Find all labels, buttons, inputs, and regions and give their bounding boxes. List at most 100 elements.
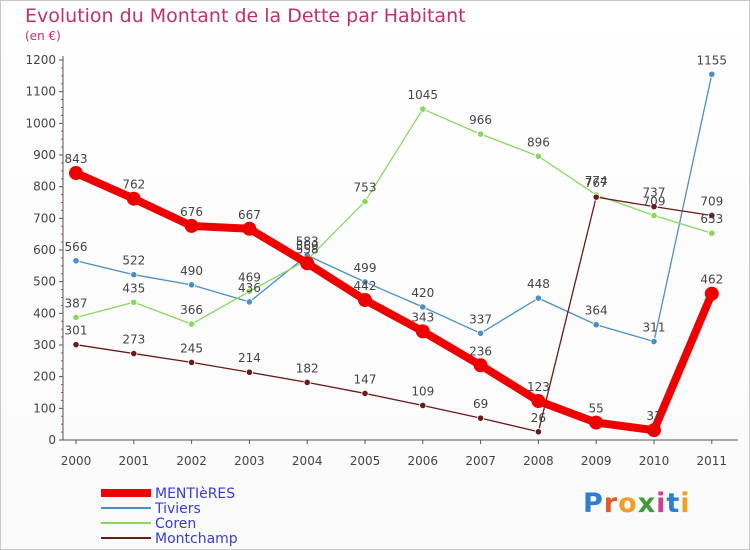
x-tick-label: 2007: [465, 454, 496, 468]
data-point: [589, 415, 604, 430]
data-point: [476, 130, 485, 138]
data-label: 762: [122, 178, 145, 192]
data-point: [72, 257, 80, 265]
data-point: [650, 211, 658, 220]
data-label: 55: [589, 402, 604, 416]
data-point: [708, 70, 716, 78]
data-label: 966: [469, 113, 492, 127]
y-tick-label: 700: [33, 211, 56, 225]
y-tick-label: 200: [33, 370, 56, 384]
x-tick-label: 2000: [61, 454, 92, 468]
x-tick-label: 2008: [523, 454, 554, 468]
data-label: 558: [296, 242, 319, 256]
data-point: [534, 152, 543, 160]
x-tick-label: 2001: [119, 454, 150, 468]
data-label: 709: [700, 194, 723, 208]
series-line-montchamp: [75, 196, 713, 433]
data-point: [650, 203, 658, 211]
data-point: [300, 256, 315, 271]
data-label: 667: [238, 208, 261, 222]
data-point: [415, 324, 430, 339]
data-point: [476, 414, 485, 422]
x-tick-label: 2006: [408, 454, 439, 468]
data-label: 273: [122, 333, 145, 347]
data-point: [358, 293, 372, 308]
y-tick-label: 1000: [25, 116, 56, 130]
data-point: [361, 389, 369, 398]
data-label: 109: [411, 384, 434, 398]
y-tick-label: 1200: [25, 53, 56, 67]
data-label: 366: [180, 303, 203, 317]
data-label: 311: [643, 321, 666, 335]
x-tick-label: 2002: [176, 454, 207, 468]
data-label: 123: [527, 380, 550, 394]
data-label: 214: [238, 351, 261, 365]
data-label: 31: [646, 409, 661, 423]
data-point: [650, 337, 658, 346]
x-tick-label: 2005: [350, 454, 381, 468]
x-tick-label: 2004: [292, 454, 323, 468]
data-label: 753: [354, 181, 377, 195]
data-point: [245, 298, 253, 306]
data-point: [473, 358, 488, 373]
chart-subtitle: (en €): [25, 29, 61, 43]
data-label: 436: [238, 281, 261, 295]
data-point: [184, 218, 199, 233]
data-label: 499: [354, 261, 377, 275]
data-point: [592, 321, 600, 329]
y-tick-label: 400: [33, 306, 56, 320]
data-label: 442: [354, 279, 377, 293]
data-label: 337: [469, 312, 492, 326]
data-point: [69, 166, 83, 181]
data-point: [188, 281, 196, 289]
data-label: 69: [473, 397, 488, 411]
data-label: 182: [296, 361, 319, 375]
data-point: [361, 278, 369, 286]
data-point: [245, 368, 253, 376]
data-label: 737: [643, 186, 666, 200]
data-point: [419, 401, 427, 410]
data-point: [245, 287, 253, 296]
data-point: [130, 271, 138, 279]
data-point: [419, 105, 427, 113]
data-point: [303, 378, 311, 386]
data-label: 1045: [408, 88, 439, 102]
data-label: 569: [296, 239, 319, 253]
data-label: 896: [527, 135, 550, 149]
data-label: 709: [643, 194, 666, 208]
y-tick-label: 300: [33, 338, 56, 352]
legend-label: Coren: [155, 516, 196, 532]
y-tick-label: 1100: [25, 85, 56, 99]
data-point: [188, 320, 196, 328]
y-tick-label: 600: [33, 243, 56, 257]
x-tick-label: 2011: [697, 454, 728, 468]
x-tick-label: 2010: [639, 454, 670, 468]
data-label: 653: [700, 212, 723, 226]
data-point: [361, 197, 369, 206]
x-tick-label: 2003: [234, 454, 265, 468]
data-point: [72, 313, 80, 322]
data-point: [476, 329, 485, 337]
data-label: 566: [65, 240, 88, 254]
data-label: 1155: [697, 53, 728, 67]
data-label: 245: [180, 341, 203, 355]
data-point: [708, 211, 716, 220]
x-tick-label: 2009: [581, 454, 612, 468]
data-point: [188, 358, 196, 367]
data-point: [126, 191, 141, 206]
data-label: 343: [411, 310, 434, 324]
data-point: [531, 394, 546, 409]
data-label: 26: [531, 411, 546, 425]
legend-label: MENTIèRES: [155, 486, 235, 502]
data-label: 364: [585, 304, 608, 318]
data-point: [72, 341, 80, 349]
data-point: [647, 423, 661, 438]
data-label: 676: [180, 205, 203, 219]
chart-title: Evolution du Montant de la Dette par Hab…: [25, 5, 466, 27]
data-label: 448: [527, 277, 550, 291]
data-label: 236: [469, 344, 492, 358]
series-line-mentières: [72, 169, 716, 435]
data-label: 301: [65, 324, 88, 338]
data-label: 843: [65, 152, 88, 166]
